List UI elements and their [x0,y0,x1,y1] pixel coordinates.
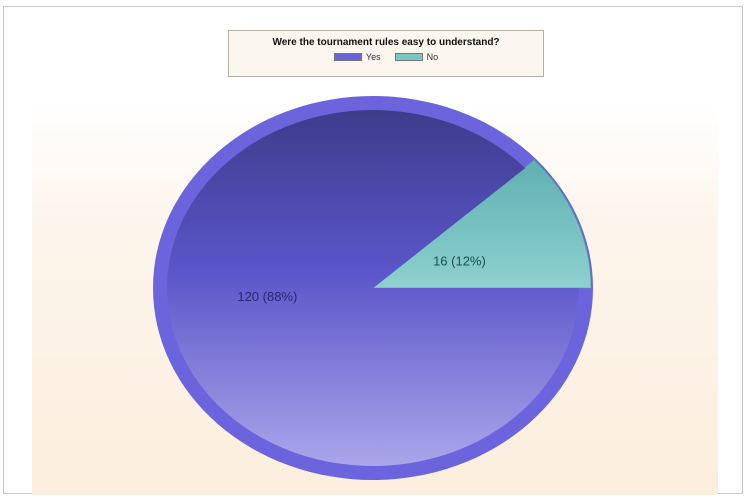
legend-item-no: No [394,52,439,62]
legend-item-yes: Yes [333,52,381,62]
legend-swatch-no [394,53,423,61]
pie-slice-no [372,159,592,289]
legend-box: Were the tournament rules easy to unders… [228,30,544,77]
chart-title: Were the tournament rules easy to unders… [272,37,500,48]
pie-slice-yes [167,110,579,467]
legend: Yes No [229,52,543,62]
legend-label-no: No [426,52,439,62]
legend-label-yes: Yes [365,52,381,62]
legend-swatch-yes [333,53,362,61]
data-label-no: 16 (12%) [433,253,486,268]
data-label-yes: 120 (88%) [237,289,297,304]
